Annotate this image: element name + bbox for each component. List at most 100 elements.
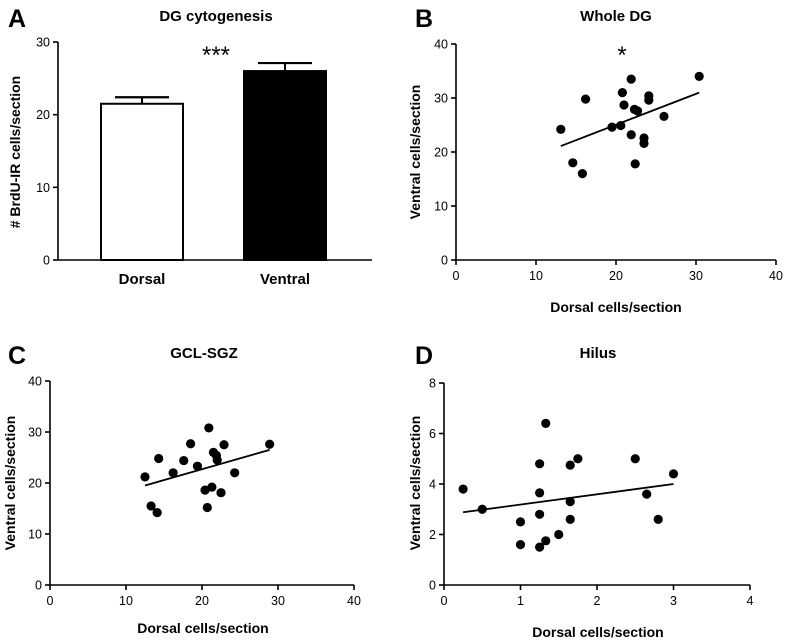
panel-b-data-point — [639, 138, 649, 148]
panel-d-data-point — [458, 484, 468, 494]
panel-b-y-tick-label: 20 — [434, 146, 448, 160]
panel-d-x-axis-label: Dorsal cells/section — [532, 624, 664, 640]
panel-b-data-point — [659, 111, 669, 121]
panel-d-plot: 0 2 4 6 8 0 1 2 3 4 — [429, 377, 753, 609]
panel-d-data-point — [541, 418, 551, 428]
panel-b-data-point — [568, 158, 578, 168]
panel-d-data-point — [515, 540, 526, 550]
panel-a: A DG cytogenesis # BrdU-IR cells/section… — [7, 5, 372, 288]
panel-c-y-axis-label: Ventral cells/section — [2, 416, 18, 551]
panel-d-y-tick-label: 0 — [429, 579, 436, 593]
panel-c-x-tick-label: 20 — [195, 594, 209, 608]
panel-b-regression-line — [560, 91, 700, 147]
panel-d-data-point — [668, 469, 679, 479]
panel-a-y-axis-label: # BrdU-IR cells/section — [7, 76, 23, 229]
panel-c-data-point — [265, 439, 275, 449]
panel-d-data-point — [642, 489, 652, 499]
panel-d-y-axis-label: Ventral cells/section — [407, 416, 423, 551]
panel-b-letter: B — [415, 5, 433, 33]
panel-a-category-label-dorsal: Dorsal — [119, 271, 166, 288]
panel-d-x-tick-label: 1 — [517, 594, 524, 608]
panel-b-x-tick-label: 0 — [453, 269, 460, 283]
panel-b-data-point — [616, 120, 626, 131]
panel-c-x-tick-label: 0 — [47, 594, 54, 608]
panel-d-data-point — [565, 514, 575, 524]
bar-ventral — [243, 70, 327, 261]
panel-d-data-point — [554, 529, 564, 540]
panel-a-y-tick-label: 10 — [36, 181, 50, 195]
panel-a-significance: *** — [202, 42, 230, 69]
panel-c-y-tick-label: 0 — [35, 579, 42, 593]
panel-d-y-tick-label: 2 — [429, 528, 436, 542]
panel-c-x-axis-label: Dorsal cells/section — [137, 620, 269, 636]
panel-b-plot: 0 10 20 30 40 0 10 20 30 40 — [434, 38, 783, 284]
panel-c-data-point — [211, 450, 222, 461]
panel-c-data-point — [230, 468, 240, 478]
panel-a-letter: A — [8, 5, 26, 33]
panel-a-y-tick-label: 0 — [43, 254, 50, 268]
panel-c-data-point — [154, 453, 164, 464]
panel-d-x-tick-label: 0 — [441, 594, 448, 608]
panel-d-data-point — [535, 542, 545, 552]
panel-d-letter: D — [415, 342, 433, 370]
panel-b-data-point — [577, 169, 588, 179]
panel-b-data-point — [694, 71, 704, 81]
panel-c-x-tick-label: 10 — [119, 594, 133, 608]
panel-b-x-axis-label: Dorsal cells/section — [550, 299, 682, 315]
panel-b-y-tick-label: 40 — [434, 38, 448, 52]
panel-a-category-label-ventral: Ventral — [260, 271, 310, 288]
panel-c-y-tick-label: 30 — [28, 426, 42, 440]
panel-c-x-tick-label: 30 — [271, 594, 285, 608]
panel-a-y-tick-label: 20 — [36, 108, 50, 122]
panel-d-x-tick-label: 2 — [594, 594, 601, 608]
panel-d-y-tick-label: 4 — [429, 478, 436, 492]
panel-c-data-point — [179, 455, 189, 466]
panel-c-data-point — [168, 468, 178, 478]
panel-c-x-tick-label: 40 — [347, 594, 361, 608]
panel-b-x-tick-label: 10 — [529, 269, 543, 283]
panel-b-data-point — [617, 88, 628, 98]
panel-c-data-point — [140, 472, 150, 482]
panel-d-data-point — [541, 536, 551, 546]
panel-c-y-tick-label: 20 — [28, 477, 42, 491]
panel-d: D Hilus Ventral cells/section Dorsal cel… — [407, 342, 754, 640]
panel-b-data-point — [630, 159, 640, 169]
panel-d-data-point — [535, 459, 545, 469]
panel-b-y-tick-label: 10 — [434, 200, 448, 214]
panel-c-title: GCL-SGZ — [170, 345, 238, 362]
panel-d-x-tick-label: 4 — [747, 594, 754, 608]
panel-b-data-point — [626, 74, 636, 84]
panel-c-data-point — [216, 488, 226, 498]
panel-d-data-point — [477, 504, 487, 514]
panel-c-data-point — [202, 502, 212, 513]
panel-d-data-point — [653, 514, 663, 524]
panel-d-title: Hilus — [580, 345, 617, 362]
panel-d-data-point — [535, 488, 545, 498]
panel-b-data-point — [619, 100, 629, 110]
panel-b-data-point — [626, 130, 636, 140]
panel-b-data-point — [633, 106, 643, 116]
panel-b-x-tick-label: 30 — [689, 269, 703, 283]
panel-b-significance: * — [617, 42, 626, 69]
panel-b-title: Whole DG — [580, 8, 652, 25]
panel-c-data-point — [207, 482, 217, 492]
panel-d-y-tick-label: 6 — [429, 427, 436, 441]
panel-d-x-tick-label: 3 — [670, 594, 677, 608]
panel-a-title: DG cytogenesis — [159, 8, 272, 25]
panel-d-data-point — [565, 497, 575, 507]
panel-d-data-point — [535, 509, 545, 519]
panel-d-data-point — [630, 454, 640, 464]
panel-b-x-tick-label: 20 — [609, 269, 623, 283]
panel-b-data-point — [556, 124, 566, 134]
panel-c-data-point — [186, 439, 196, 449]
panel-c-data-point — [200, 485, 210, 495]
panel-d-data-point — [573, 454, 583, 464]
panel-b-x-tick-label: 40 — [769, 269, 783, 283]
panel-d-data-point — [565, 460, 575, 470]
panel-c-data-point — [219, 440, 229, 450]
panel-c: C GCL-SGZ Ventral cells/section Dorsal c… — [2, 342, 361, 636]
panel-c-data-point — [192, 461, 203, 471]
panel-b-data-point — [607, 122, 617, 132]
panel-d-y-tick-label: 8 — [429, 377, 436, 391]
